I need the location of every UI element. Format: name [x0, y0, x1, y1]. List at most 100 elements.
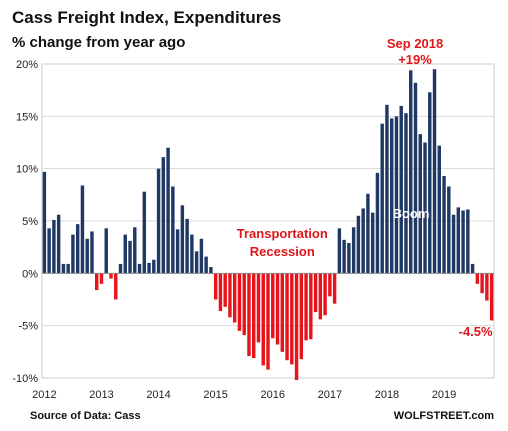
- bar: [328, 273, 332, 297]
- bar: [166, 147, 170, 274]
- bar: [485, 273, 489, 301]
- y-axis-ticks: 20% 15% 10% 5% 0% -5% -10%: [12, 59, 38, 385]
- bar: [370, 212, 375, 274]
- bar: [299, 273, 304, 360]
- annotation-label: Recession: [250, 244, 315, 259]
- bar: [313, 273, 318, 313]
- bars: [42, 69, 494, 381]
- annotation-label: Sep 2018: [387, 36, 443, 51]
- bar: [423, 142, 427, 274]
- bar: [204, 256, 208, 274]
- bar: [285, 273, 289, 361]
- bar: [432, 69, 437, 274]
- bar: [252, 273, 256, 359]
- x-tick-label: 2015: [203, 389, 227, 401]
- bar: [413, 82, 418, 274]
- bar: [66, 263, 70, 274]
- bar: [109, 273, 113, 279]
- annotations: Sep 2018+19% Transportation Recession Boom -…: [237, 36, 493, 339]
- bar: [133, 227, 137, 274]
- bar: [199, 238, 204, 274]
- bar: [190, 234, 194, 274]
- bar: [418, 134, 422, 274]
- bar: [447, 186, 451, 274]
- bar: [304, 273, 308, 341]
- bar: [128, 240, 132, 274]
- bar: [294, 273, 299, 381]
- y-tick-label: -5%: [18, 321, 38, 333]
- bar: [80, 185, 85, 274]
- bar: [228, 273, 232, 318]
- bar: [337, 228, 342, 274]
- bar: [61, 263, 66, 274]
- y-tick-label: 5%: [22, 216, 38, 228]
- x-tick-label: 2019: [432, 389, 456, 401]
- bar: [404, 113, 408, 274]
- annotation-label: +19%: [398, 52, 432, 67]
- bar: [75, 224, 80, 274]
- annotation-label: -4.5%: [459, 324, 493, 339]
- bar: [242, 273, 246, 336]
- x-tick-label: 2014: [146, 389, 170, 401]
- bar: [470, 263, 475, 274]
- bar: [152, 259, 156, 274]
- bar: [232, 273, 237, 323]
- annotation-label: Boom: [393, 206, 430, 221]
- bar: [175, 229, 180, 274]
- plot-frame: [41, 63, 495, 379]
- bar: [428, 92, 432, 274]
- y-tick-label: -10%: [12, 373, 38, 385]
- bar: [218, 273, 223, 312]
- bar: [271, 273, 275, 339]
- bar: [47, 228, 51, 274]
- bar: [380, 123, 384, 274]
- bar: [261, 273, 265, 366]
- bar: [489, 273, 494, 321]
- bar: [52, 219, 56, 274]
- bar: [104, 228, 108, 274]
- bar: [475, 273, 480, 284]
- bar: [351, 227, 356, 274]
- bar: [309, 273, 313, 340]
- x-tick-label: 2013: [89, 389, 113, 401]
- bar: [256, 273, 261, 343]
- x-tick-label: 2018: [375, 389, 399, 401]
- bar: [356, 215, 361, 274]
- bar: [56, 214, 61, 274]
- y-tick-label: 15%: [16, 111, 38, 123]
- bar: [442, 175, 446, 274]
- chart-subtitle: % change from year ago: [12, 34, 185, 51]
- bar: [237, 273, 242, 331]
- bar: [318, 273, 323, 320]
- bar: [123, 234, 127, 274]
- bar: [394, 116, 399, 274]
- bar: [342, 239, 346, 274]
- bar: [137, 263, 142, 274]
- bar: [361, 208, 365, 274]
- bar: [480, 273, 484, 294]
- bar: [95, 273, 99, 291]
- y-tick-label: 0%: [22, 268, 38, 280]
- bar: [275, 273, 280, 345]
- bar: [85, 238, 89, 274]
- bar: [466, 209, 470, 274]
- site-credit: WOLFSTREET.com: [394, 410, 494, 422]
- bar: [280, 273, 284, 352]
- bar: [389, 118, 394, 274]
- bar: [194, 251, 199, 274]
- bar: [375, 172, 380, 274]
- bar: [399, 105, 403, 274]
- bar: [142, 191, 147, 274]
- bar: [209, 267, 213, 274]
- bar: [161, 157, 166, 274]
- bar: [147, 262, 151, 274]
- x-axis-ticks: 2012 2013 2014 2015 2016 2017 2018 2019: [32, 389, 456, 401]
- bar: [171, 186, 175, 274]
- bar: [437, 145, 441, 274]
- bar: [347, 242, 351, 274]
- bar: [223, 273, 227, 307]
- y-tick-label: 20%: [16, 59, 38, 71]
- bar: [185, 218, 189, 274]
- bar: [156, 168, 161, 274]
